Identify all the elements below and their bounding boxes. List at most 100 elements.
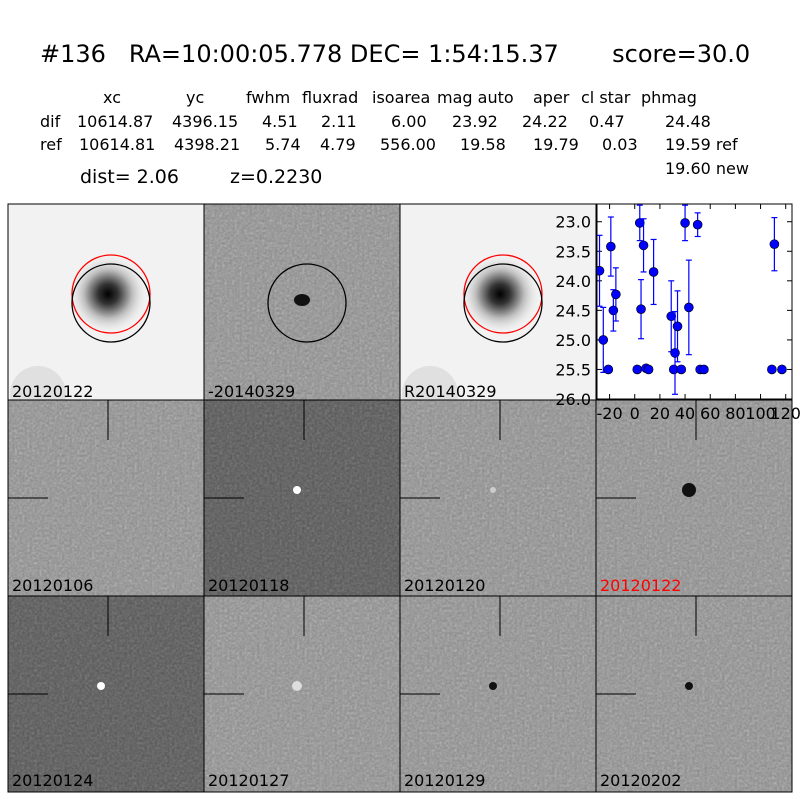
candidate-id: #136	[40, 40, 106, 68]
stamp-ref-circle-black	[71, 263, 151, 343]
y-tick-label: 25.0	[555, 331, 591, 350]
dif-mag-auto: 23.92	[452, 112, 498, 131]
new-phmag: 19.60 new	[665, 159, 749, 178]
stamp-new-galaxy	[460, 254, 540, 334]
dif-phmag: 24.48	[665, 112, 711, 131]
row-label-dif: dif	[40, 112, 61, 131]
x-tick-label: 40	[675, 404, 695, 423]
ref-fwhm: 5.74	[265, 135, 301, 154]
stamp-diff-circle-black	[267, 263, 347, 343]
x-tick-label: 100	[745, 404, 776, 423]
panel-label-bot-4: 20120202	[600, 771, 682, 790]
dif-isoarea: 6.00	[391, 112, 427, 131]
x-tick-label: 60	[700, 404, 720, 423]
data-point-6	[632, 364, 643, 375]
ref-yc: 4398.21	[174, 135, 241, 154]
panel-label-mid-1: 20120106	[12, 576, 94, 595]
light-curve-points	[597, 204, 787, 395]
col-header-yc: yc	[186, 88, 205, 107]
stamp-r1-c3-source	[490, 487, 496, 493]
x-tick-label: -20	[597, 404, 623, 423]
ref-phmag: 19.59 ref	[665, 135, 738, 154]
data-point-4	[608, 305, 619, 316]
ra-value: RA=10:00:05.778	[128, 40, 343, 68]
stamp-r2-c4-source	[685, 682, 693, 690]
data-point-5	[611, 289, 621, 300]
col-header-cl-star: cl star	[581, 88, 631, 107]
stamp-new-circle-red	[463, 254, 543, 334]
col-header-mag-auto: mag auto	[437, 88, 514, 107]
data-point-17	[676, 364, 687, 375]
col-header-fluxrad: fluxrad	[302, 88, 359, 107]
panel-label-top-2: -20140329	[208, 382, 296, 401]
stamp-new-circle-black	[463, 263, 543, 343]
ref-aper: 19.79	[533, 135, 579, 154]
y-tick-label: 26.0	[555, 390, 591, 409]
y-tick-label: 25.5	[555, 360, 591, 379]
candidate-header: #136 RA=10:00:05.778 DEC= 1:54:15.37 sco…	[40, 40, 750, 68]
dif-cl-star: 0.47	[589, 112, 625, 131]
stamp-r2-c1-source	[97, 682, 105, 690]
data-point-22	[699, 364, 709, 375]
stamp-r1-c4-source	[682, 483, 696, 497]
dif-yc: 4396.15	[172, 112, 239, 131]
data-point-25	[777, 364, 787, 375]
row-label-ref: ref	[40, 135, 62, 154]
dif-xc: 10614.87	[77, 112, 154, 131]
light-curve-plot-area	[596, 203, 793, 400]
col-header-fwhm: fwhm	[246, 88, 291, 107]
y-tick-label: 24.0	[555, 272, 591, 291]
ref-mag-auto: 19.58	[460, 135, 506, 154]
panel-label-mid-4-highlight: 20120122	[600, 576, 682, 595]
data-point-11	[643, 364, 654, 375]
dist-value: dist= 2.06	[80, 166, 179, 188]
panel-label-mid-3: 20120120	[404, 576, 486, 595]
x-tick-label: 20	[650, 404, 670, 423]
data-point-18	[680, 218, 690, 228]
data-point-8	[636, 304, 646, 314]
data-point-24	[769, 239, 780, 249]
x-tick-label: 0	[630, 404, 640, 423]
panel-label-bot-3: 20120129	[404, 771, 486, 790]
panel-label-bot-1: 20120124	[12, 771, 94, 790]
dif-fluxrad: 2.11	[321, 112, 357, 131]
stamp-diff-source	[294, 294, 310, 306]
panel-label-top-3: R20140329	[404, 382, 497, 401]
y-tick-label: 24.5	[555, 301, 591, 320]
col-header-xc: xc	[103, 88, 121, 107]
data-point-20	[692, 219, 703, 230]
data-point-9	[638, 240, 649, 251]
data-point-12	[648, 267, 659, 277]
data-point-15	[670, 348, 680, 358]
panel-label-mid-2: 20120118	[208, 576, 290, 595]
panel-label-top-1: 20120122	[12, 382, 94, 401]
data-point-7	[634, 218, 645, 228]
data-point-23	[767, 364, 777, 375]
y-tick-label: 23.5	[555, 242, 591, 261]
col-header-phmag: phmag	[641, 88, 697, 107]
data-point-0	[597, 265, 605, 276]
ref-xc: 10614.81	[79, 135, 156, 154]
data-point-19	[684, 302, 694, 313]
dif-fwhm: 4.51	[262, 112, 298, 131]
stamp-border-r2-c3	[595, 595, 793, 793]
data-point-1	[598, 335, 609, 345]
col-header-aper: aper	[533, 88, 570, 107]
dec-value: DEC= 1:54:15.37	[349, 40, 559, 68]
y-tick-label: 23.0	[555, 213, 591, 232]
score-value: score=30.0	[612, 40, 751, 68]
stamp-r2-c3-source	[489, 682, 497, 690]
redshift-value: z=0.2230	[230, 166, 323, 188]
data-point-13	[666, 311, 677, 322]
ref-cl-star: 0.03	[602, 135, 638, 154]
data-point-3	[606, 241, 616, 252]
stamp-ref-galaxy	[68, 254, 148, 334]
data-point-16	[672, 321, 683, 332]
ref-fluxrad: 4.79	[320, 135, 356, 154]
data-point-2	[603, 364, 614, 375]
ref-isoarea: 556.00	[380, 135, 436, 154]
stamp-r2-c2-source	[292, 681, 302, 691]
col-header-isoarea: isoarea	[372, 88, 431, 107]
